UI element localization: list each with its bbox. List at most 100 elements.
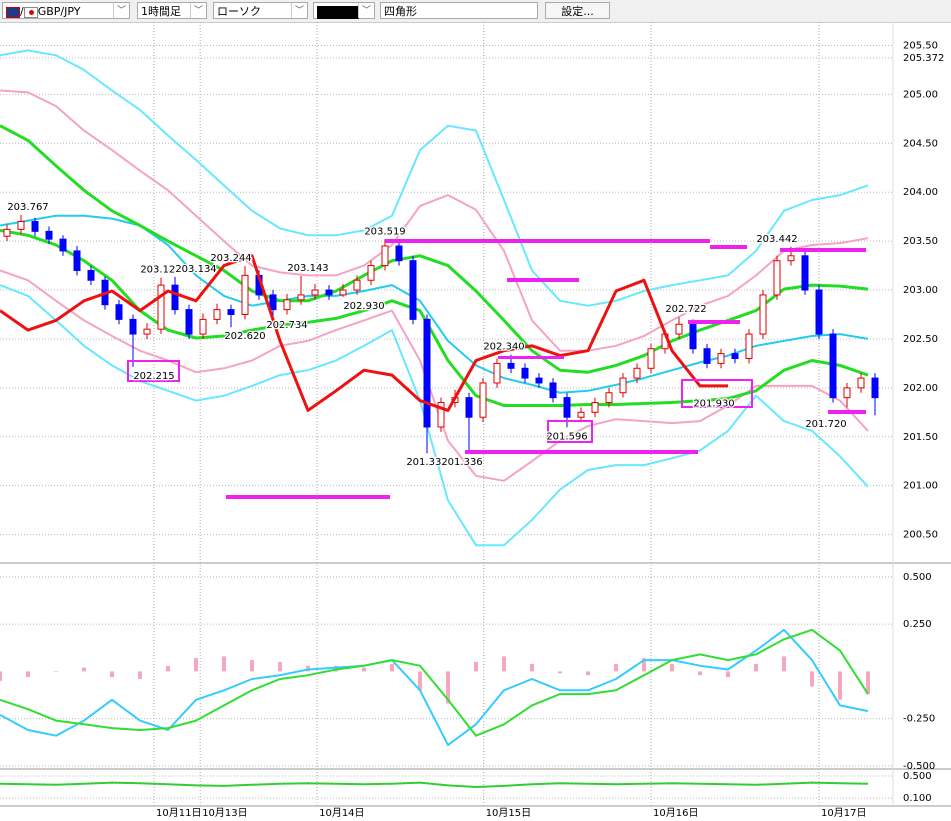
candle-body <box>87 269 95 281</box>
drawn-box <box>547 420 593 443</box>
histogram-bar <box>362 667 366 672</box>
dropdown-arrow: ﹀ <box>291 3 307 18</box>
candle-body <box>479 382 487 418</box>
color-select[interactable]: ﹀ <box>313 2 375 19</box>
histogram-bar <box>642 658 646 672</box>
drawn-line <box>828 410 866 414</box>
price-label: 201.720 <box>805 419 846 430</box>
y-tick-label: 202.50 <box>903 334 938 345</box>
candle-body <box>773 260 781 296</box>
indicator-line <box>0 228 869 407</box>
dropdown-arrow: ﹀ <box>113 3 129 18</box>
label-layer: 10月11日 10月13日 10月14日 10月15日 10月16日 10月17日 205.… <box>6 40 944 819</box>
uk-flag <box>6 6 20 18</box>
y-tick-label: -0.500 <box>903 761 935 772</box>
price-label: 202.620 <box>224 331 265 342</box>
y-tick-label: 200.50 <box>903 530 938 541</box>
histogram-bar <box>418 671 422 691</box>
symbol-select[interactable]: / GBP/JPY ﹀ <box>2 2 130 19</box>
candle-body <box>717 353 725 364</box>
candle-body <box>381 245 389 267</box>
histogram-bar <box>810 671 814 687</box>
timeframe-select[interactable]: 1時間足 ﹀ <box>137 2 207 19</box>
candle-body <box>171 284 179 311</box>
indicator-line <box>0 254 728 412</box>
histogram-bar <box>530 663 534 672</box>
y-tick-label: 205.00 <box>903 89 938 100</box>
plot-layer <box>0 22 951 807</box>
histogram-bar <box>670 663 674 672</box>
histogram-bar <box>754 663 758 672</box>
drawn-box <box>681 379 753 408</box>
candle-body <box>801 255 809 291</box>
candle-body <box>675 323 683 335</box>
candle-body <box>269 294 277 311</box>
x-tick-label: 10月13日 <box>202 807 247 819</box>
price-label: 203.519 <box>364 226 405 237</box>
candle-body <box>143 328 151 335</box>
indicator-line <box>0 628 869 747</box>
settings-button[interactable]: 設定... <box>545 2 610 19</box>
drawing-tool: 四角形 <box>384 5 417 18</box>
price-label: 203.244 <box>210 253 251 264</box>
style-select[interactable]: ローソク ﹀ <box>213 2 308 19</box>
settings-label: 設定... <box>561 5 594 18</box>
candle-body <box>227 309 235 315</box>
drawings <box>127 239 866 499</box>
y-tick-label: 203.50 <box>903 236 938 247</box>
histogram-bar <box>82 667 86 672</box>
price-label: 202.215 <box>133 371 174 382</box>
indicator-line <box>0 284 869 547</box>
candle-body <box>199 318 207 335</box>
candle-body <box>745 333 753 360</box>
candle-body <box>549 382 557 399</box>
candle-body <box>353 279 361 291</box>
candle-body <box>59 238 67 252</box>
candle-body <box>703 348 711 364</box>
x-tick-label: 10月15日 <box>486 807 531 819</box>
histogram-bar <box>614 663 618 672</box>
y-tick-label: 202.00 <box>903 383 938 394</box>
candle-body <box>213 309 221 320</box>
candle-body <box>857 377 865 389</box>
histogram-bar <box>110 671 114 678</box>
price-label: 201.336 <box>441 457 482 468</box>
x-tick-label: 10月17日 <box>821 807 866 819</box>
candle-body <box>507 362 515 369</box>
y-tick-label: 204.00 <box>903 187 938 198</box>
histogram-bar <box>250 660 254 672</box>
drawing-tool-field[interactable]: 四角形 <box>380 2 538 19</box>
candle-body <box>325 289 333 296</box>
histogram-bar <box>0 671 2 681</box>
price-label: 202.722 <box>665 304 706 315</box>
timeframe: 1時間足 <box>141 5 181 18</box>
candle-body <box>437 402 445 428</box>
price-label: 202.930 <box>343 301 384 312</box>
y-tick-label: 0.250 <box>903 619 932 630</box>
candle-body <box>73 250 81 271</box>
candle-body <box>535 377 543 384</box>
y-tick-label: 205.50 <box>903 40 938 51</box>
indicator-line <box>0 269 869 482</box>
candle-body <box>115 304 123 320</box>
y-tick-label: 201.50 <box>903 432 938 443</box>
drawn-line <box>780 248 866 252</box>
toolbar: / GBP/JPY ﹀ 1時間足 ﹀ ローソク ﹀ ﹀ 四角形 設定... <box>0 0 951 23</box>
histogram-bar <box>502 656 506 672</box>
candle-body <box>17 221 25 230</box>
candle-body <box>157 284 165 330</box>
jp-flag <box>23 6 38 18</box>
indicator-line <box>0 89 869 352</box>
price-label: 203.442 <box>756 234 797 245</box>
candle-body <box>591 402 599 413</box>
histogram-bar <box>166 665 170 672</box>
drawn-line <box>498 356 564 359</box>
candle-body <box>241 274 249 315</box>
drawn-line <box>507 278 579 282</box>
x-tick-label: 10月14日 <box>319 807 364 819</box>
candle-body <box>563 397 571 418</box>
histogram-bar <box>222 656 226 672</box>
candle-body <box>815 289 823 335</box>
histogram-bar <box>698 671 702 676</box>
